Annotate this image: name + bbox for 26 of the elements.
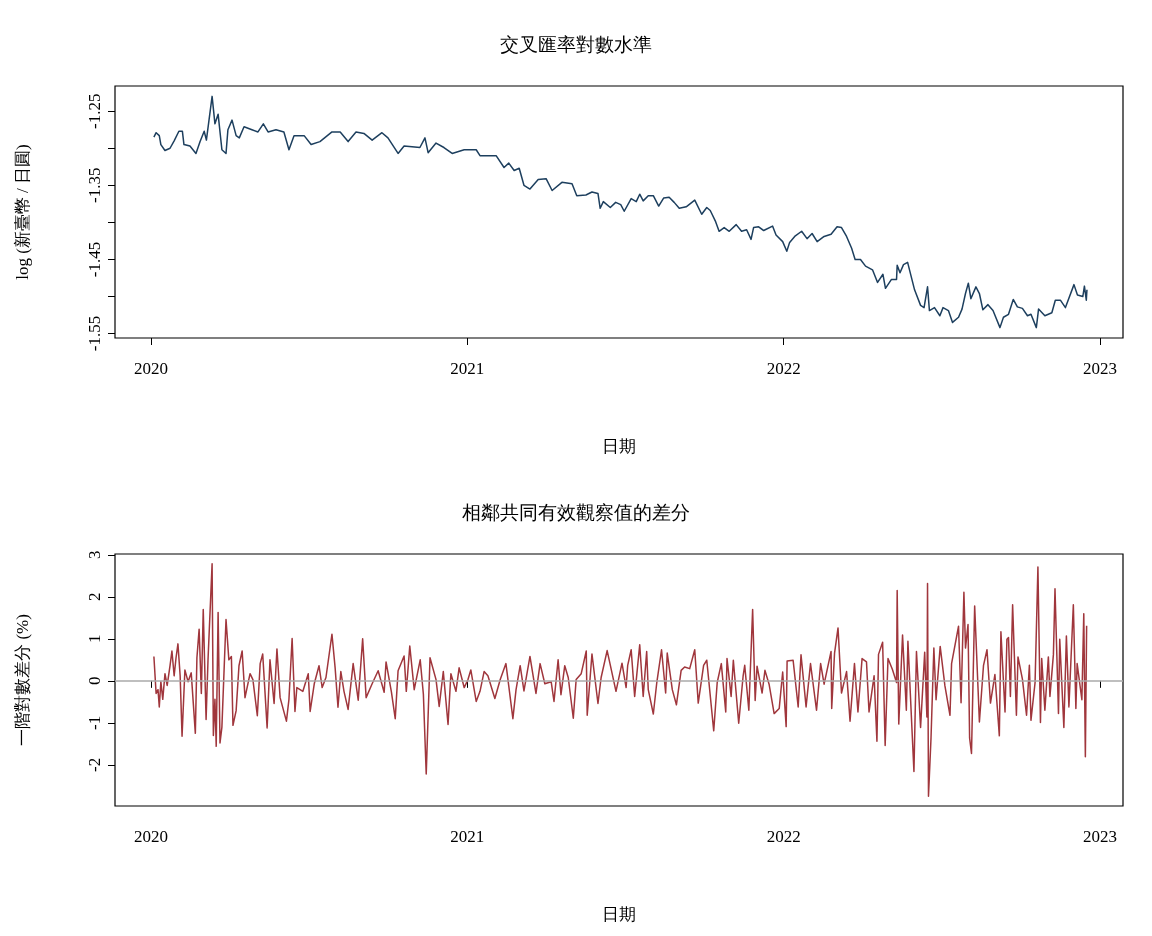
x-tick-label: 2020	[134, 827, 169, 846]
x-tick-label: 2022	[766, 359, 801, 378]
y-tick-label: -1.35	[85, 167, 104, 204]
y-axis-title: log (新臺幣 / 日圓)	[13, 144, 32, 280]
y-tick-label: -2	[85, 757, 104, 772]
y-tick-label: -1.25	[85, 93, 104, 129]
y-tick-label: -1.45	[85, 241, 104, 278]
y-tick-label: -1	[85, 715, 104, 730]
y-tick-label: 2	[85, 592, 104, 602]
x-tick-label: 2021	[450, 827, 485, 846]
x-tick-label: 2022	[766, 827, 801, 846]
x-axis-title: 日期	[602, 905, 636, 924]
x-tick-label: 2023	[1082, 827, 1117, 846]
line-series	[153, 95, 1088, 329]
chart-title: 交叉匯率對數水準	[500, 34, 652, 55]
x-axis-title: 日期	[602, 437, 636, 456]
x-tick-label: 2023	[1082, 359, 1117, 378]
y-tick-label: -1.55	[85, 315, 104, 352]
y-tick-label: 0	[85, 676, 104, 686]
line-series	[153, 562, 1088, 798]
y-tick-label: 1	[85, 634, 104, 644]
x-tick-label: 2020	[134, 359, 169, 378]
y-tick-label: 3	[85, 550, 104, 560]
chart-title: 相鄰共同有效觀察值的差分	[462, 502, 690, 523]
x-tick-label: 2021	[450, 359, 485, 378]
y-axis-title: 一階對數差分 (%)	[13, 614, 32, 746]
